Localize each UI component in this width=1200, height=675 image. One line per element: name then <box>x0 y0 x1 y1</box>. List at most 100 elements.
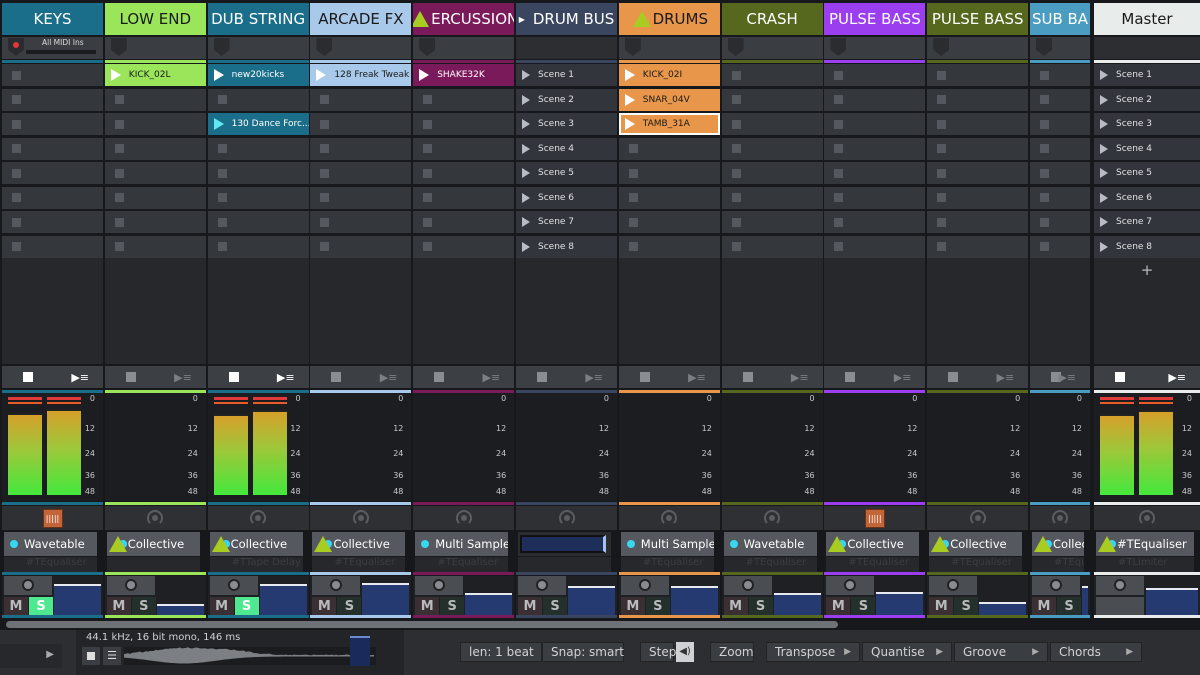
pan-knob[interactable] <box>929 576 977 595</box>
clip[interactable]: SNAR_04V <box>619 89 720 111</box>
volume-fader[interactable] <box>568 586 615 615</box>
clip-slot[interactable] <box>927 187 1028 209</box>
clip-slot[interactable] <box>1030 89 1090 111</box>
solo-button[interactable]: S <box>543 597 567 615</box>
clip-slot[interactable] <box>2 113 103 135</box>
clip[interactable]: TAMB_31A <box>619 113 720 135</box>
clip-slot[interactable] <box>722 211 823 233</box>
stop-clips-button[interactable] <box>948 372 958 382</box>
record-to-arranger-icon[interactable]: ▶≡ <box>997 371 1015 384</box>
group-expand-icon[interactable]: ▶ <box>519 15 525 24</box>
browser-next-button[interactable]: ▶ <box>0 644 62 668</box>
record-to-arranger-icon[interactable]: ▶≡ <box>688 371 706 384</box>
device-slot-2[interactable]: #TEqualiser <box>724 557 817 572</box>
clip[interactable]: 128 Freak Tweak I <box>310 64 411 86</box>
track-header[interactable]: ERCUSSION <box>413 3 514 35</box>
device-slot-2[interactable]: #TTape Delay <box>210 557 303 572</box>
device-slot[interactable]: Wavetable <box>4 532 97 556</box>
mute-button[interactable]: M <box>724 597 748 615</box>
volume-fader[interactable] <box>362 583 409 615</box>
device-slot[interactable]: Collective <box>312 532 405 556</box>
pan-knob[interactable] <box>415 576 463 595</box>
solo-button[interactable]: S <box>749 597 773 615</box>
volume-fader[interactable] <box>774 593 821 615</box>
pan-knob[interactable] <box>210 576 258 595</box>
clip-slot[interactable] <box>105 187 206 209</box>
clip-slot[interactable] <box>722 162 823 184</box>
stop-clips-button[interactable] <box>1115 372 1125 382</box>
toolbar-button[interactable]: Zoom <box>710 642 754 662</box>
clip-slot[interactable] <box>2 89 103 111</box>
clip-slot[interactable] <box>722 89 823 111</box>
stop-clips-button[interactable] <box>126 372 136 382</box>
midi-input-label[interactable]: All MIDI Ins <box>42 38 84 47</box>
device-slot[interactable]: Collective <box>210 532 303 556</box>
mute-button[interactable]: M <box>415 597 439 615</box>
volume-fader[interactable] <box>260 584 307 615</box>
pan-knob[interactable] <box>1096 576 1144 595</box>
scene-launch[interactable]: Scene 3 <box>1094 113 1200 135</box>
record-to-arranger-icon[interactable]: ▶≡ <box>585 371 603 384</box>
stop-clips-button[interactable] <box>434 372 444 382</box>
horizontal-scrollbar[interactable] <box>6 621 838 628</box>
clip-slot[interactable] <box>824 162 925 184</box>
clip[interactable]: KICK_02I <box>619 64 720 86</box>
mute-button[interactable]: M <box>518 597 542 615</box>
clip-slot[interactable] <box>413 211 514 233</box>
device-slot-2[interactable] <box>107 557 200 572</box>
scene-launch[interactable]: Scene 6 <box>1094 187 1200 209</box>
device-slot-2[interactable]: #TLimiter <box>1096 557 1194 572</box>
solo-button[interactable]: S <box>132 597 156 615</box>
record-arm-button[interactable] <box>111 38 127 56</box>
clip-slot[interactable] <box>824 187 925 209</box>
solo-button[interactable]: S <box>337 597 361 615</box>
track-header[interactable]: CRASH <box>722 3 823 35</box>
stop-clips-button[interactable] <box>537 372 547 382</box>
clip[interactable]: KICK_02L <box>105 64 206 86</box>
track-header[interactable]: PULSE BASS <box>824 3 925 35</box>
solo-button[interactable]: S <box>235 597 259 615</box>
record-to-arranger-icon[interactable]: ▶≡ <box>894 371 912 384</box>
knob-icon[interactable] <box>147 510 163 526</box>
clip-slot[interactable] <box>722 187 823 209</box>
volume-fader[interactable] <box>157 604 204 615</box>
clip-slot[interactable] <box>1030 64 1090 86</box>
track-header[interactable]: KEYS <box>2 3 103 35</box>
device-slot[interactable]: Wavetable <box>724 532 817 556</box>
clip[interactable]: SHAKE32K <box>413 64 514 86</box>
clip-slot[interactable] <box>105 89 206 111</box>
clip-slot[interactable] <box>413 113 514 135</box>
scene-launch[interactable]: Scene 7 <box>516 211 617 233</box>
clip-slot[interactable] <box>927 236 1028 258</box>
knob-icon[interactable] <box>1139 510 1155 526</box>
device-slot-2[interactable]: #TEqualiser <box>312 557 405 572</box>
stop-clips-button[interactable] <box>640 372 650 382</box>
solo-button[interactable]: S <box>1057 597 1081 615</box>
toolbar-button[interactable]: Quantise ▶ <box>862 642 952 662</box>
clip[interactable]: new20kicks <box>208 64 309 86</box>
clip-slot[interactable] <box>413 236 514 258</box>
volume-fader[interactable] <box>671 586 718 615</box>
mute-button[interactable]: M <box>929 597 953 615</box>
clip-slot[interactable] <box>310 162 411 184</box>
clip-slot[interactable] <box>619 236 720 258</box>
scene-launch[interactable]: Scene 6 <box>516 187 617 209</box>
knob-icon[interactable] <box>250 510 266 526</box>
device-slot[interactable]: Multi Sampler <box>415 532 508 556</box>
device-slot[interactable]: #TEqualiser <box>1096 532 1194 556</box>
clip-slot[interactable] <box>824 236 925 258</box>
clip-slot[interactable] <box>105 162 206 184</box>
clip-slot[interactable] <box>2 187 103 209</box>
clip-slot[interactable] <box>2 236 103 258</box>
pan-knob[interactable] <box>4 576 52 595</box>
list-button[interactable]: ☰ <box>103 647 121 665</box>
clip-slot[interactable] <box>1030 236 1090 258</box>
track-header[interactable]: Master <box>1094 3 1200 35</box>
clip-slot[interactable] <box>208 236 309 258</box>
clip-slot[interactable] <box>310 113 411 135</box>
clip-slot[interactable] <box>927 162 1028 184</box>
clip-slot[interactable] <box>105 113 206 135</box>
scene-launch[interactable]: Scene 5 <box>516 162 617 184</box>
clip-slot[interactable] <box>105 138 206 160</box>
scene-launch[interactable]: Scene 2 <box>1094 89 1200 111</box>
